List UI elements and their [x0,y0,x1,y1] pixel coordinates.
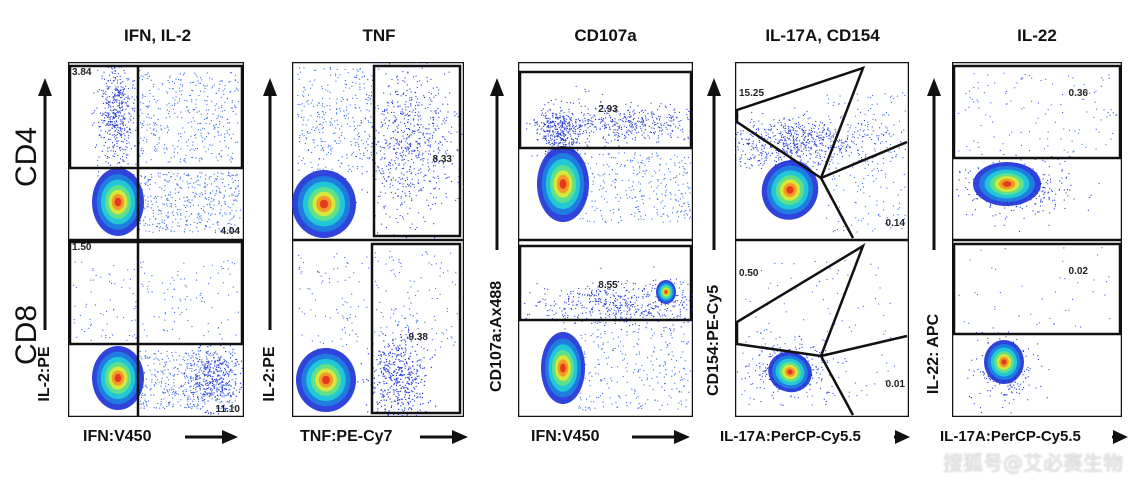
gate-value: 15.25 [739,88,764,99]
panel-title-il22: IL-22 [1017,26,1057,45]
plot-cd107a-cd8: 8.55 [518,240,693,417]
event-scatter [826,92,906,233]
density-contour [787,369,793,375]
event-scatter [735,107,906,171]
plot-il22-cd8: 0.02 [952,240,1122,417]
panel-title-ifn-il2: IFN, IL-2 [123,26,192,45]
density-contour [322,375,330,385]
gate-value: 1.50 [72,242,92,253]
gate-value: 3.84 [72,67,92,78]
event-scatter [91,62,156,206]
plot-ifn-il2-cd4: 3.84 4.04 [68,62,244,240]
plot-frame [735,62,909,240]
event-scatter [297,67,373,173]
panel-title-cd107a: CD107a [574,26,637,45]
event-scatter [958,247,1111,328]
density-contour [559,179,567,189]
event-scatter [741,260,895,406]
plot-frame [952,62,1122,240]
event-scatter [531,85,589,165]
density-contour [114,197,122,207]
row-label-cd4: CD4 [10,127,43,188]
plot-frame [292,240,464,417]
density-contour [560,363,566,373]
gate-value: 8.33 [433,154,453,165]
density-contour [1001,359,1007,365]
event-scatter [73,260,239,341]
plot-ifn-il2-cd8: 1.50 11.10 [68,240,244,417]
density-contour [786,186,794,194]
event-scatter [958,72,1118,153]
plot-frame [68,62,244,240]
event-scatter [336,62,464,240]
gate-value: 11.10 [216,404,241,415]
y-label-panel-1: IL-2:PE [36,346,53,402]
gate-value: 0.14 [886,218,906,229]
y-arrow-head-1 [38,78,52,96]
plot-frame [292,62,464,240]
gate-rect [518,70,693,150]
gate-rect [952,242,1122,336]
gate-rect [518,244,693,322]
plot-frame [952,240,1122,417]
plot-frame [518,240,693,417]
gate-polygon [735,65,866,180]
gate-rect [952,64,1122,160]
y-label-panel-4: CD154:PE-Cy5 [705,284,722,396]
event-scatter [138,172,241,233]
gate-line [820,334,908,358]
event-scatter [526,88,693,155]
gate-value: 8.55 [598,280,618,291]
x-label-panel-3: IFN:V450 [531,428,600,445]
density-contour [664,290,668,294]
plot-tnf-cd8: 9.38 [292,240,464,417]
event-scatter [355,308,437,417]
gate-value: 2.93 [598,104,618,115]
gate-value: 0.36 [1069,88,1089,99]
plot-il17a-cd154-cd4: 15.25 0.14 [735,62,909,240]
plot-frame [518,62,693,240]
panel-title-tnf: TNF [362,26,396,45]
event-scatter [177,327,243,415]
gate-line [819,177,855,239]
gate-value: 0.50 [739,268,759,279]
plot-frame [68,240,244,417]
watermark: 搜狐号@艾必赛生物 [943,451,1123,475]
density-contour [319,199,329,209]
y-label-panel-3: CD107a:Ax488 [488,280,505,392]
gate-polygon [735,243,866,358]
gate-line [820,140,908,180]
gate-value: 4.04 [221,226,241,237]
plot-il22-cd4: 0.36 [952,62,1122,240]
event-scatter [298,250,461,351]
plot-frame [735,240,909,417]
gate-rect [370,242,462,415]
x-label-panel-2: TNF:PE-Cy7 [300,428,393,445]
gate-rect [68,64,244,170]
y-label-panel-2: IL-2:PE [261,346,278,402]
plot-tnf-cd4: 8.33 [292,62,464,240]
x-label-panel-5: IL-17A:PerCP-Cy5.5 [940,428,1081,445]
plot-cd107a-cd4: 2.93 [518,62,693,240]
event-scatter [138,350,237,410]
density-contour [1002,181,1012,187]
gate-value: 9.38 [409,332,429,343]
gate-rect [68,240,244,346]
event-scatter [520,266,693,343]
panel-title-il17a-cd154: IL-17A, CD154 [765,26,880,45]
y-label-panel-5: IL-22: APC [925,313,942,395]
plot-il17a-cd154-cd8: 0.50 0.01 [735,240,909,417]
gate-line [819,355,855,416]
x-label-panel-4: IL-17A:PerCP-Cy5.5 [720,428,861,445]
density-contour [114,373,122,383]
gate-value: 0.01 [886,379,906,390]
event-scatter [138,72,239,163]
event-scatter [578,330,691,411]
x-label-panel-1: IFN:V450 [83,428,152,445]
gate-value: 0.02 [1069,266,1089,277]
event-scatter [578,152,692,223]
gate-rect [372,64,462,238]
